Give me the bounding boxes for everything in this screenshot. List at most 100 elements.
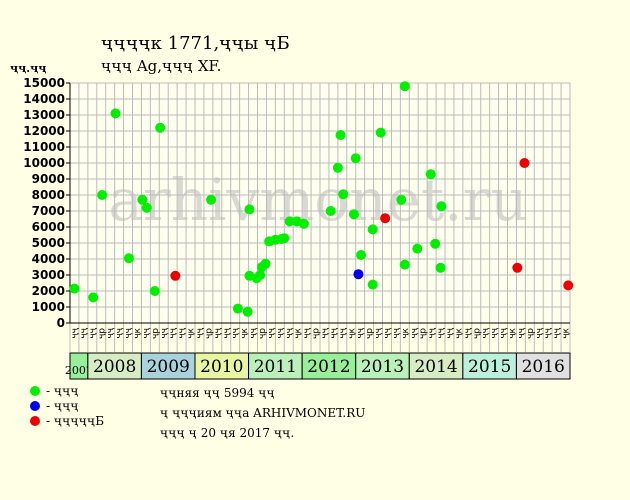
x-tick-label: ҷҷ bbox=[392, 327, 402, 338]
data-point bbox=[399, 259, 410, 270]
data-point bbox=[356, 250, 367, 260]
y-tick-label: 10000 bbox=[23, 156, 65, 170]
x-tick-label: ҷҷ bbox=[303, 327, 313, 338]
note-count: ҷҷняя ҷҷ 5994 ҷҷ bbox=[160, 386, 275, 400]
data-point bbox=[244, 204, 255, 215]
data-point bbox=[519, 158, 530, 168]
x-tick-label: ҷҷ bbox=[374, 327, 384, 338]
x-tick-label: ҷҷ bbox=[445, 327, 455, 338]
legend-label: - ҷҷҷҷҷБ bbox=[46, 413, 105, 428]
y-tick-label: 9000 bbox=[32, 172, 65, 186]
data-point bbox=[412, 243, 423, 254]
x-tick-label: ҷҷ bbox=[106, 327, 116, 338]
x-tick-label: ҷҷ bbox=[115, 327, 125, 338]
x-tick-label: ҷк bbox=[401, 327, 411, 338]
x-tick-label: ҷр bbox=[258, 328, 268, 339]
legend-item-blue: - ҷҷҷ bbox=[30, 398, 104, 413]
x-tick-label: ҷҷ bbox=[553, 327, 563, 338]
year-band bbox=[462, 352, 517, 380]
data-point bbox=[338, 189, 349, 200]
x-axis: ҷҷҷҷҷҷҷрҷҷҷҷҷҷҷкҷҷҷрҷҷҷҷҷҷҷкҷҷҷрҷҷҷҷҷҷҷк… bbox=[70, 322, 572, 339]
data-point bbox=[123, 253, 134, 264]
data-point bbox=[436, 201, 447, 212]
x-tick-label: ҷҷ bbox=[124, 327, 134, 338]
year-band bbox=[140, 352, 196, 380]
data-point bbox=[69, 283, 80, 294]
legend: - ҷҷҷ - ҷҷҷ - ҷҷҷҷҷБ bbox=[30, 383, 104, 428]
x-tick-label: ҷҷ bbox=[481, 327, 491, 338]
data-point bbox=[367, 224, 378, 235]
x-tick-label: ҷр bbox=[526, 328, 536, 339]
data-point bbox=[206, 194, 217, 205]
x-tick-label: ҷҷ bbox=[178, 327, 188, 338]
year-label: 2007 bbox=[65, 364, 93, 377]
chart-title: ҷҷҷҷк 1771,ҷҷы ҷБ bbox=[101, 33, 290, 54]
x-tick-label: ҷк bbox=[294, 327, 304, 338]
x-tick-label: ҷр bbox=[419, 328, 429, 339]
x-tick-label: ҷҷ bbox=[535, 327, 545, 338]
x-tick-label: ҷк bbox=[508, 327, 518, 338]
data-point bbox=[512, 262, 523, 273]
legend-item-green: - ҷҷҷ bbox=[30, 383, 104, 398]
data-point bbox=[325, 206, 336, 216]
x-tick-label: ҷҷ bbox=[79, 327, 89, 338]
data-point bbox=[88, 292, 99, 303]
y-tick-label: 3000 bbox=[32, 268, 65, 282]
x-tick-label: ҷҷ bbox=[428, 327, 438, 338]
data-point bbox=[110, 108, 121, 119]
legend-item-red: - ҷҷҷҷҷБ bbox=[30, 413, 104, 428]
x-tick-label: ҷҷ bbox=[222, 327, 232, 338]
data-point bbox=[396, 194, 407, 205]
note-date: ҷҷҷ ҷ 20 ҷя 2017 ҷҷ. bbox=[160, 426, 295, 440]
x-tick-label: ҷк bbox=[562, 327, 572, 338]
x-tick-label: ҷҷ bbox=[490, 327, 500, 338]
y-axis-unit-label: ҷҷ.ҷҷ bbox=[10, 62, 47, 75]
data-point bbox=[279, 233, 290, 244]
year-label: 2008 bbox=[93, 357, 136, 377]
y-axis: 0 1000 2000 3000 4000 5000 6000 7000 8000 9000 100… bbox=[23, 76, 71, 330]
x-tick-label: ҷҷ bbox=[544, 327, 554, 338]
x-tick-label: ҷр bbox=[472, 328, 482, 339]
year-band bbox=[194, 352, 250, 380]
year-bands: 2007 2008 2009 2010 2011 2012 2013 2014 2015 2016 bbox=[65, 352, 571, 380]
data-point bbox=[348, 209, 359, 220]
year-label: 2015 bbox=[468, 357, 511, 377]
data-point bbox=[170, 270, 181, 281]
x-tick-label: ҷк bbox=[133, 327, 143, 338]
y-tick-label: 1000 bbox=[32, 300, 65, 314]
data-point bbox=[242, 306, 253, 317]
data-point bbox=[399, 81, 410, 92]
data-point bbox=[137, 194, 148, 205]
y-tick-label: 13000 bbox=[23, 108, 65, 122]
data-points bbox=[69, 81, 574, 317]
x-tick-label: ҷҷ bbox=[383, 327, 393, 338]
y-tick-label: 7000 bbox=[32, 204, 65, 218]
year-label: 2012 bbox=[307, 357, 350, 377]
year-band bbox=[515, 352, 571, 380]
x-tick-label: ҷҷ bbox=[338, 327, 348, 338]
y-tick-label: 0 bbox=[57, 316, 65, 330]
x-tick-label: ҷҷ bbox=[320, 327, 330, 338]
legend-swatch bbox=[30, 385, 40, 396]
x-tick-label: ҷр bbox=[151, 328, 161, 339]
y-tick-label: 5000 bbox=[32, 236, 65, 250]
y-tick-label: 11000 bbox=[23, 140, 65, 154]
x-tick-label: ҷҷ bbox=[437, 327, 447, 338]
x-tick-label: ҷк bbox=[240, 327, 250, 338]
data-point bbox=[367, 279, 378, 290]
legend-swatch bbox=[30, 415, 40, 426]
scatter-chart: arhivmonet.ru 0 1000 2000 3000 4000 5000 6000 7… bbox=[23, 76, 574, 380]
data-point bbox=[155, 122, 166, 133]
data-point bbox=[375, 127, 386, 138]
x-tick-label: ҷк bbox=[454, 327, 464, 338]
note-source: ҷ ҷҷҷиям ҷҷа ARHIVMONET.RU bbox=[160, 406, 366, 420]
x-tick-label: ҷҷ bbox=[517, 327, 527, 338]
x-tick-label: ҷҷ bbox=[285, 327, 295, 338]
watermark: arhivmonet.ru bbox=[108, 166, 527, 234]
y-tick-label: 15000 bbox=[23, 76, 65, 90]
x-tick-label: ҷк bbox=[347, 327, 357, 338]
data-point bbox=[335, 130, 346, 140]
legend-swatch bbox=[30, 400, 40, 411]
y-tick-label: 14000 bbox=[23, 92, 65, 106]
data-point bbox=[260, 258, 271, 269]
